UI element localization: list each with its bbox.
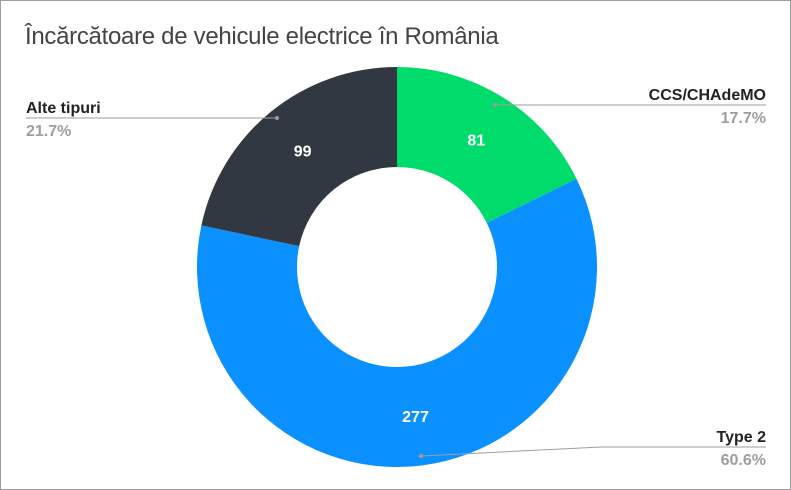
slice-alte-tipuri: [201, 67, 397, 247]
value-label: 277: [402, 409, 429, 426]
slice-name-label: CCS/CHAdeMO: [649, 87, 766, 104]
leader-line: [420, 446, 766, 457]
slice-percent-label: 21.7%: [26, 123, 71, 140]
leader-dot: [419, 454, 423, 458]
slice-name-label: Type 2: [717, 429, 767, 446]
value-label: 81: [467, 133, 485, 150]
slice-percent-label: 17.7%: [721, 110, 766, 127]
slice-name-label: Alte tipuri: [26, 100, 101, 117]
chart-title: Încărcătoare de vehicule electrice în Ro…: [25, 23, 499, 50]
leader-dot: [275, 116, 279, 120]
slice-percent-label: 60.6%: [721, 452, 766, 469]
slice-type-2: [196, 178, 598, 468]
leader-dot: [493, 103, 497, 107]
value-label: 99: [294, 143, 312, 160]
slice-ccs-chademo: [397, 67, 577, 223]
